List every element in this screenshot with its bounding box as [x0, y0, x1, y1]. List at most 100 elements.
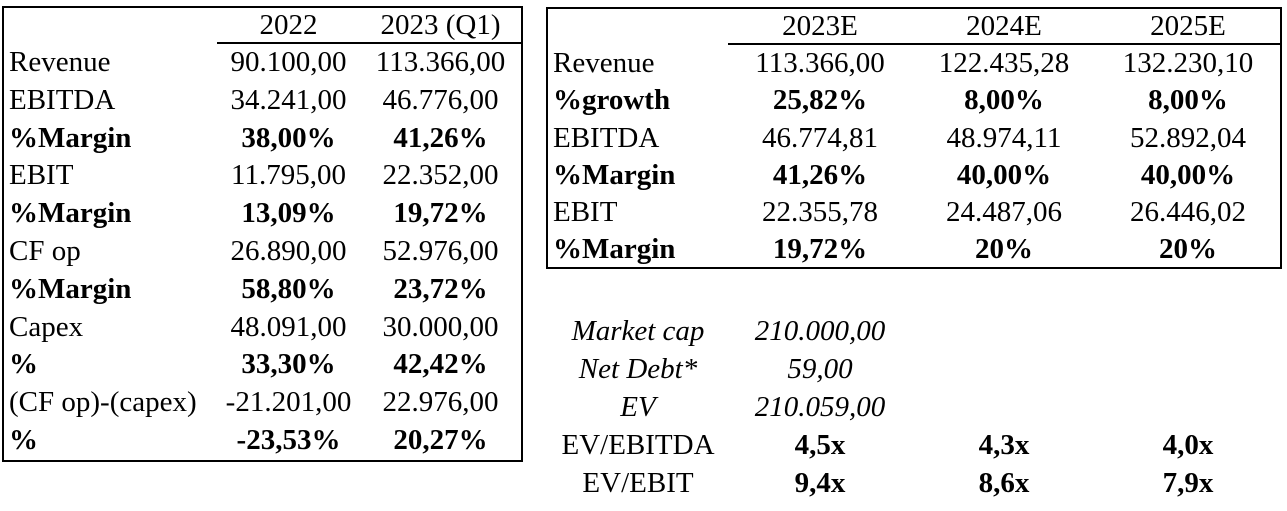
- cell-value: 52.976,00: [382, 234, 499, 267]
- row-label: %Margin: [553, 158, 676, 191]
- valuation-row-ev-ebitda: EV/EBITDA 4,5x 4,3x 4,0x: [548, 426, 1280, 464]
- cell-value: 41,26%: [772, 158, 868, 191]
- forecast-header-row: 2023E 2024E 2025E: [548, 9, 1280, 45]
- table-row-ebit: EBIT 22.355,78 24.487,06 26.446,02: [548, 194, 1280, 231]
- row-label: Revenue: [9, 46, 111, 78]
- table-row-growth: %growth 25,82% 8,00% 8,00%: [548, 82, 1280, 119]
- cell-value: 113.366,00: [375, 46, 506, 78]
- cell-value: 20%: [975, 233, 1033, 266]
- column-header-2023e: 2023E: [728, 10, 912, 45]
- cell-value: 19,72%: [772, 233, 868, 266]
- cell-value: 20,27%: [393, 423, 488, 456]
- row-label: Capex: [9, 310, 84, 343]
- cell-value: 20%: [1159, 233, 1217, 266]
- valuation-block: Market cap 210.000,00 Net Debt* 59,00 EV…: [548, 312, 1280, 502]
- table-row-ebit-margin: %Margin 19,72% 20% 20%: [548, 231, 1280, 268]
- table-row-capex: Capex 48.091,00 30.000,00: [4, 309, 521, 347]
- cell-value: 132.230,10: [1122, 47, 1254, 79]
- valuation-row-ev-ebit: EV/EBIT 9,4x 8,6x 7,9x: [548, 464, 1280, 502]
- table-row-fcf: (CF op)-(capex) -21.201,00 22.976,00: [4, 384, 521, 422]
- cell-value: 23,72%: [393, 272, 488, 305]
- row-label: %Margin: [9, 121, 132, 154]
- cell-value: 46.776,00: [382, 83, 499, 116]
- row-label: %Margin: [9, 197, 132, 230]
- row-label: EV/EBIT: [582, 467, 694, 499]
- row-label: Net Debt*: [578, 353, 698, 385]
- table-row-revenue: Revenue 113.366,00 122.435,28 132.230,10: [548, 45, 1280, 82]
- row-label: EBITDA: [553, 121, 660, 154]
- cell-value: 42,42%: [393, 348, 488, 381]
- row-label: EBIT: [9, 159, 74, 192]
- cell-value: 210.000,00: [754, 315, 886, 347]
- row-label: EBITDA: [9, 83, 116, 116]
- row-label: %Margin: [553, 233, 676, 266]
- cell-value: 38,00%: [241, 121, 336, 154]
- cell-value: 33,30%: [241, 348, 336, 381]
- cell-value: 24.487,06: [946, 196, 1062, 229]
- cell-value: 13,09%: [241, 197, 336, 230]
- valuation-row-market-cap: Market cap 210.000,00: [548, 312, 1280, 350]
- cell-value: 4,3x: [978, 429, 1030, 461]
- cell-value: 122.435,28: [938, 47, 1070, 79]
- table-row-ebitda-margin: %Margin 41,26% 40,00% 40,00%: [548, 157, 1280, 194]
- row-label: EV/EBITDA: [561, 429, 715, 461]
- table-row-ebitda: EBITDA 46.774,81 48.974,11 52.892,04: [548, 120, 1280, 157]
- cell-value: 58,80%: [241, 272, 336, 305]
- cell-value: 25,82%: [772, 84, 868, 117]
- row-label: (CF op)-(capex): [9, 386, 197, 419]
- column-header-2023q1: 2023 (Q1): [360, 8, 521, 44]
- row-label: EV: [620, 391, 656, 423]
- cell-value: 52.892,04: [1130, 121, 1246, 154]
- table-row-ebitda-margin: %Margin 38,00% 41,26%: [4, 120, 521, 158]
- cell-value: 8,6x: [978, 467, 1030, 499]
- cell-value: 90.100,00: [230, 46, 347, 78]
- cell-value: 40,00%: [956, 158, 1052, 191]
- cell-value: 11.795,00: [231, 159, 346, 192]
- cell-value: 34.241,00: [230, 83, 347, 116]
- historical-table: 2022 2023 (Q1) Revenue 90.100,00 113.366…: [2, 6, 523, 462]
- table-row-ebitda: EBITDA 34.241,00 46.776,00: [4, 82, 521, 120]
- cell-value: 46.774,81: [762, 121, 878, 154]
- forecast-table: 2023E 2024E 2025E Revenue 113.366,00 122…: [546, 7, 1282, 269]
- table-row-cfop: CF op 26.890,00 52.976,00: [4, 233, 521, 271]
- table-row-capex-pct: % 33,30% 42,42%: [4, 346, 521, 384]
- row-label: Market cap: [571, 315, 705, 347]
- column-header-2022: 2022: [217, 8, 360, 44]
- cell-value: 22.352,00: [382, 159, 499, 192]
- table-row-revenue: Revenue 90.100,00 113.366,00: [4, 44, 521, 82]
- cell-value: 30.000,00: [382, 310, 499, 343]
- row-label: Revenue: [553, 47, 655, 79]
- row-label: EBIT: [553, 196, 618, 229]
- cell-value: 8,00%: [1148, 84, 1228, 117]
- cell-value: 4,5x: [794, 429, 846, 461]
- cell-value: 22.976,00: [382, 386, 499, 419]
- cell-value: 210.059,00: [754, 391, 886, 423]
- table-row-cfop-margin: %Margin 58,80% 23,72%: [4, 271, 521, 309]
- row-label: %Margin: [9, 272, 132, 305]
- valuation-row-ev: EV 210.059,00: [548, 388, 1280, 426]
- cell-value: 41,26%: [393, 121, 488, 154]
- cell-value: 4,0x: [1162, 429, 1214, 461]
- table-row-fcf-pct: % -23,53% 20,27%: [4, 422, 521, 460]
- cell-value: 26.446,02: [1130, 196, 1246, 229]
- column-header-2025e: 2025E: [1096, 10, 1280, 45]
- cell-value: 26.890,00: [230, 234, 347, 267]
- cell-value: 48.091,00: [230, 310, 347, 343]
- cell-value: 48.974,11: [946, 121, 1062, 154]
- row-label: %growth: [553, 84, 671, 117]
- cell-value: 9,4x: [794, 467, 846, 499]
- cell-value: 59,00: [787, 353, 853, 385]
- table-row-ebit-margin: %Margin 13,09% 19,72%: [4, 195, 521, 233]
- cell-value: 40,00%: [1140, 158, 1236, 191]
- cell-value: 8,00%: [964, 84, 1044, 117]
- row-label: %: [9, 423, 38, 456]
- valuation-row-net-debt: Net Debt* 59,00: [548, 350, 1280, 388]
- row-label: %: [9, 348, 38, 381]
- cell-value: 19,72%: [393, 197, 488, 230]
- cell-value: 113.366,00: [755, 47, 885, 79]
- cell-value: 22.355,78: [762, 196, 878, 229]
- column-header-2024e: 2024E: [912, 10, 1096, 45]
- row-label: CF op: [9, 234, 81, 267]
- table-row-ebit: EBIT 11.795,00 22.352,00: [4, 157, 521, 195]
